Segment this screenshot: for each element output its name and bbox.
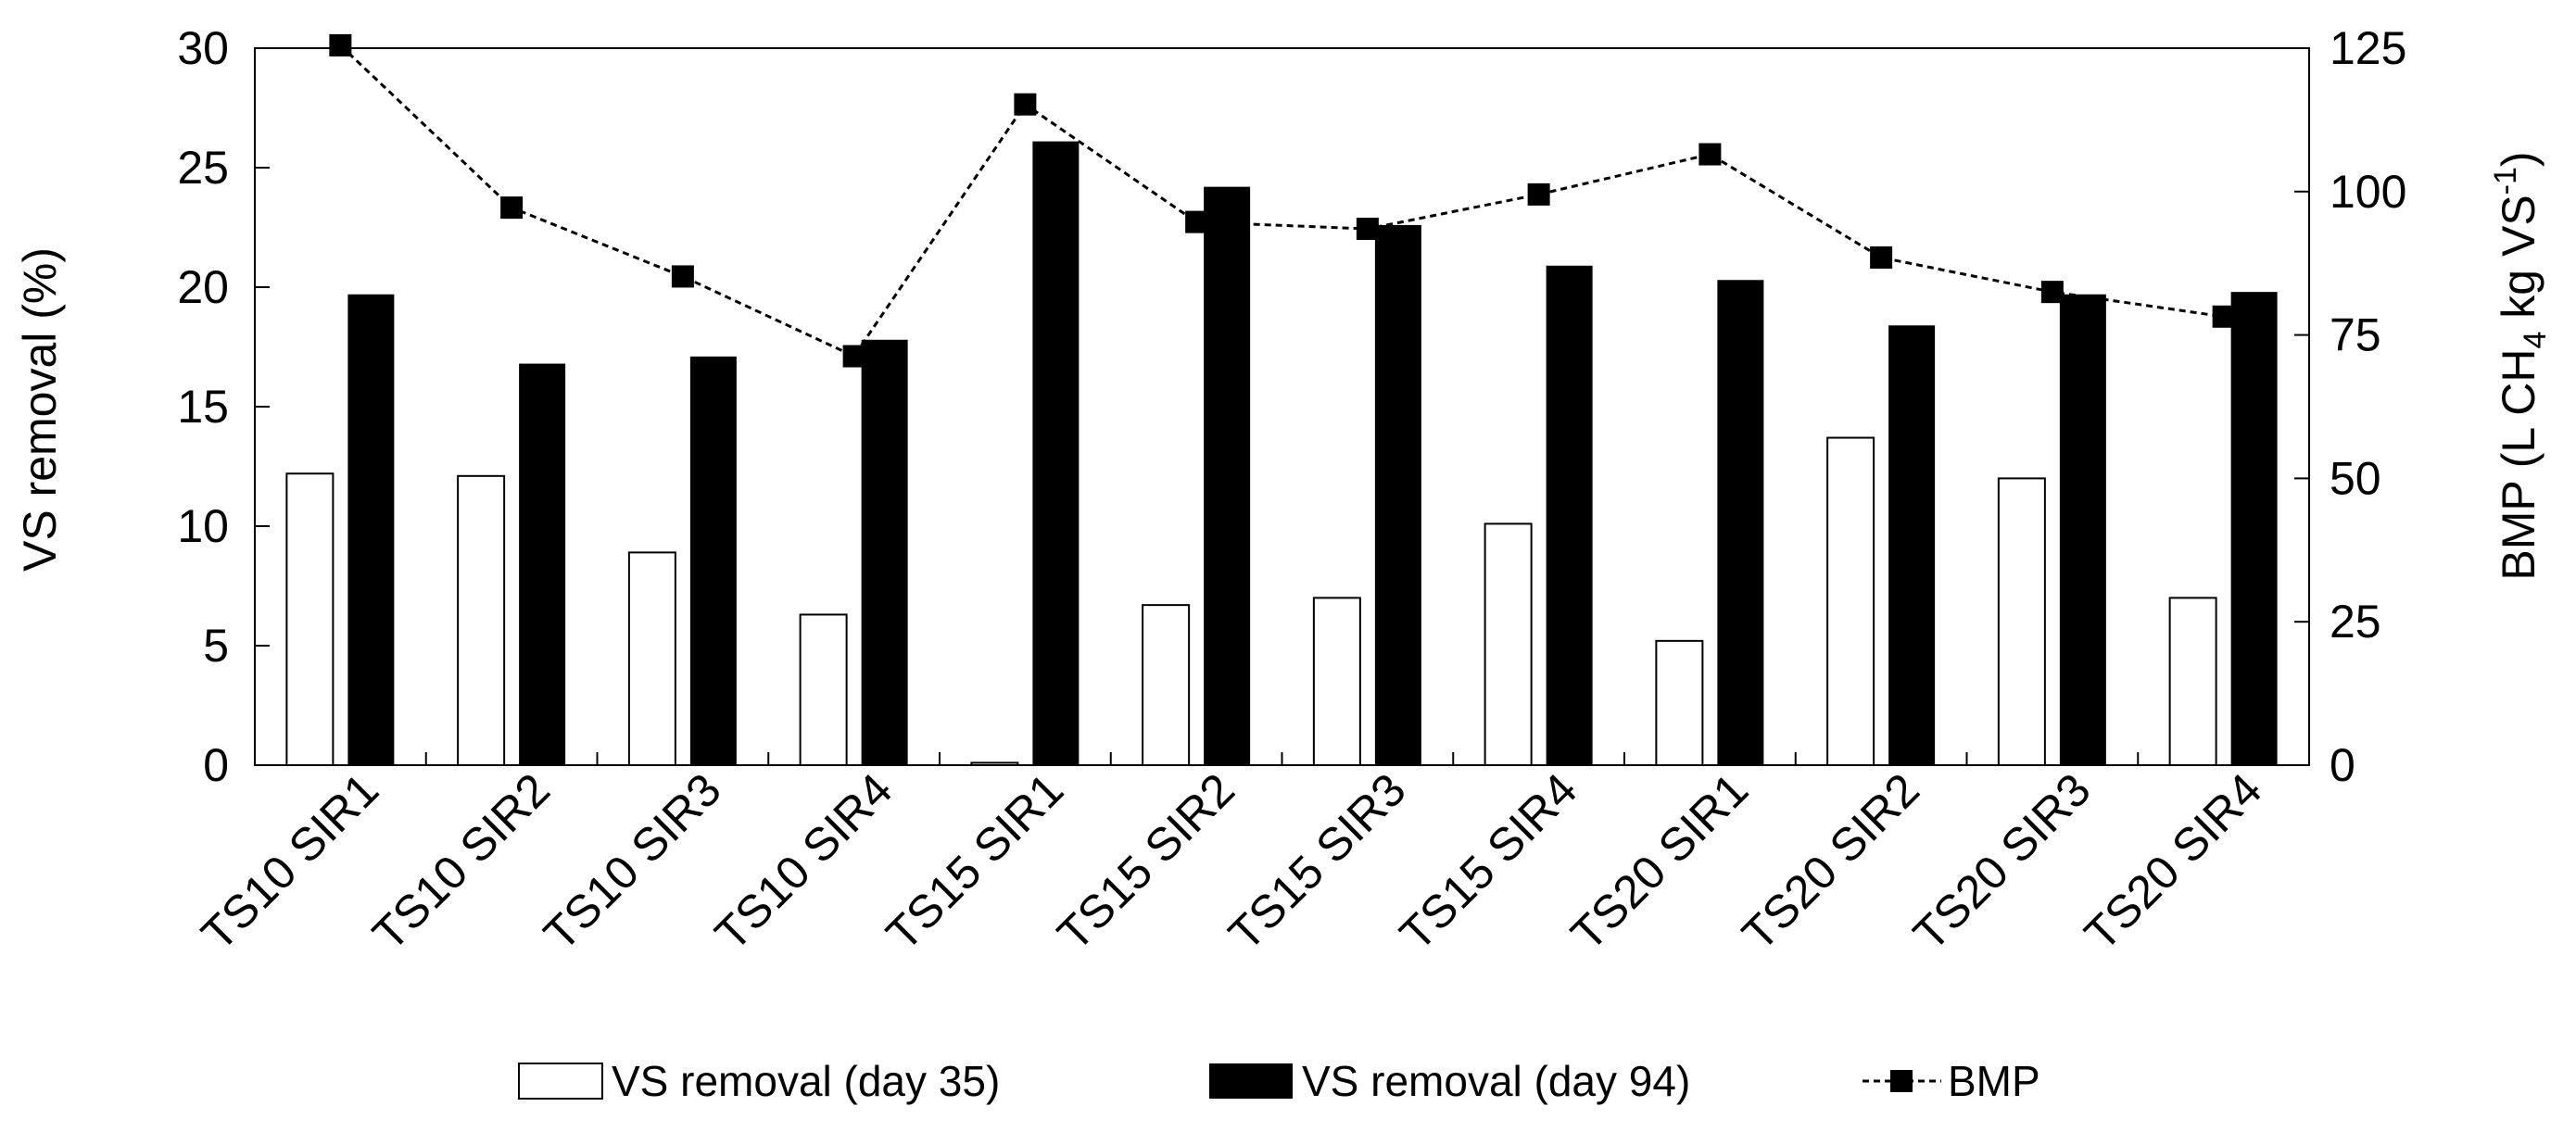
bar-day94 bbox=[2059, 294, 2106, 765]
x-tick-label: TS10 SIR1 bbox=[192, 763, 389, 961]
x-tick-label: TS10 SIR4 bbox=[705, 763, 903, 961]
right-axis-title: BMP (L CH4 kg VS-1) bbox=[2488, 151, 2553, 580]
left-tick-label: 30 bbox=[177, 22, 229, 74]
bmp-point bbox=[1698, 143, 1722, 166]
right-y-axis: 0 25 50 75 100 125 bbox=[2294, 22, 2406, 791]
bmp-line-group bbox=[329, 33, 2235, 368]
bmp-point bbox=[1185, 210, 1208, 233]
bar-day35 bbox=[1142, 604, 1191, 767]
bar-day35 bbox=[1484, 522, 1533, 766]
bmp-series-line bbox=[339, 44, 2224, 358]
left-tick-label: 25 bbox=[177, 142, 229, 194]
bar-day35 bbox=[2168, 597, 2217, 767]
left-tick-label: 5 bbox=[203, 620, 229, 672]
right-tick-label: 50 bbox=[2330, 452, 2381, 504]
bar-day94 bbox=[689, 356, 737, 765]
x-tick-label: TS20 SIR2 bbox=[1732, 763, 1929, 961]
left-tick-label: 10 bbox=[177, 500, 229, 552]
bmp-point bbox=[2212, 305, 2235, 328]
x-tick-label: TS15 SIR1 bbox=[877, 763, 1074, 961]
x-tick-label: TS10 SIR3 bbox=[534, 763, 731, 961]
bmp-point bbox=[1870, 246, 1893, 270]
bar-day35 bbox=[1312, 597, 1361, 767]
legend-swatch-day35 bbox=[518, 1063, 603, 1100]
bar-day35 bbox=[1997, 477, 2046, 767]
bar-day35 bbox=[627, 551, 676, 766]
bar-day94 bbox=[1204, 186, 1251, 765]
bar-day35 bbox=[799, 613, 848, 767]
right-tick-label: 75 bbox=[2330, 309, 2381, 361]
x-tick-label: TS20 SIR1 bbox=[1561, 763, 1759, 961]
legend-swatch-day94 bbox=[1209, 1063, 1293, 1099]
bars-day35-group bbox=[285, 436, 2217, 767]
bar-day94 bbox=[2230, 292, 2278, 765]
legend-swatch-bmp-marker bbox=[1890, 1070, 1913, 1092]
bar-day94 bbox=[1374, 224, 1421, 766]
x-tick-label: TS15 SIR4 bbox=[1390, 763, 1587, 961]
x-tick-label: TS15 SIR2 bbox=[1047, 763, 1244, 961]
bar-day94 bbox=[347, 294, 395, 765]
left-tick-label: 15 bbox=[177, 381, 229, 433]
bmp-point bbox=[671, 265, 694, 288]
x-tick-label: TS20 SIR3 bbox=[1903, 763, 2101, 961]
right-tick-label: 100 bbox=[2330, 166, 2406, 218]
left-tick-label: 0 bbox=[203, 739, 229, 791]
bar-day94 bbox=[1888, 325, 1936, 765]
bmp-point bbox=[1527, 182, 1550, 206]
legend-label-day94: VS removal (day 94) bbox=[1302, 1057, 1690, 1105]
bar-day94 bbox=[1546, 265, 1593, 765]
bmp-point bbox=[329, 33, 352, 57]
bmp-point bbox=[1356, 218, 1379, 241]
bmp-point bbox=[2040, 281, 2064, 304]
bar-day94 bbox=[861, 339, 908, 765]
x-tick-label: TS20 SIR4 bbox=[2075, 763, 2272, 961]
bar-day35 bbox=[285, 472, 335, 766]
left-axis-title: VS removal (%) bbox=[14, 247, 66, 572]
bar-day94 bbox=[1032, 141, 1080, 765]
bars-day94-group bbox=[347, 141, 2278, 766]
right-tick-label: 25 bbox=[2330, 596, 2381, 648]
bar-day94 bbox=[1717, 280, 1764, 765]
legend-label-day35: VS removal (day 35) bbox=[612, 1057, 1000, 1105]
left-tick-label: 20 bbox=[177, 261, 229, 313]
bar-day35 bbox=[1655, 639, 1704, 767]
left-y-axis: 0 5 10 15 20 25 30 bbox=[177, 22, 270, 791]
bmp-point bbox=[1014, 93, 1037, 116]
bar-day35 bbox=[1826, 436, 1875, 766]
legend-label-bmp: BMP bbox=[1948, 1057, 2040, 1105]
x-tick-label: TS15 SIR3 bbox=[1219, 763, 1416, 961]
legend: VS removal (day 35) VS removal (day 94) … bbox=[518, 1057, 2040, 1105]
bar-day35 bbox=[457, 474, 506, 766]
bmp-point bbox=[842, 345, 865, 368]
bar-day94 bbox=[519, 363, 566, 765]
bmp-point bbox=[500, 196, 524, 220]
right-tick-label: 0 bbox=[2330, 739, 2355, 791]
right-tick-label: 125 bbox=[2330, 22, 2406, 74]
x-tick-label: TS10 SIR2 bbox=[362, 763, 560, 961]
